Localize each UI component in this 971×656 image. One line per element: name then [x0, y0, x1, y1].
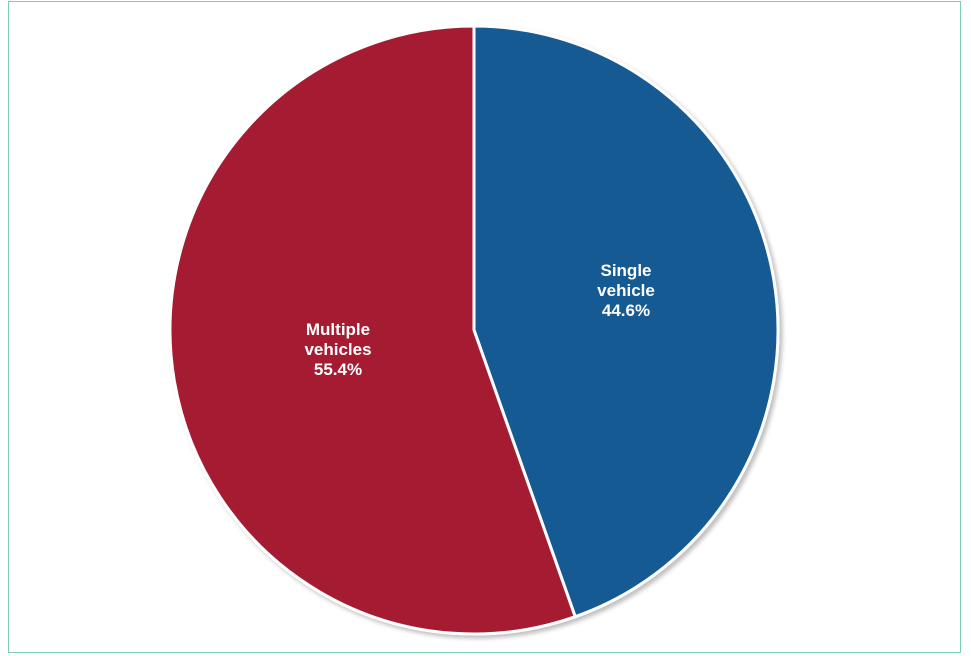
- pie-slice-single-vehicle: [472, 24, 780, 619]
- slice-label-single-line2: vehicle: [597, 281, 655, 300]
- slice-label-multiple-vehicles: Multiple vehicles 55.4%: [268, 320, 408, 380]
- slice-label-single-line1: Single: [600, 261, 652, 280]
- slice-label-multiple-line1: Multiple: [305, 320, 371, 339]
- slice-value-single: 44.6%: [601, 301, 651, 320]
- slice-value-multiple: 55.4%: [313, 360, 363, 379]
- slice-label-multiple-line2: vehicles: [304, 340, 372, 359]
- slice-label-single-vehicle: Single vehicle 44.6%: [556, 261, 696, 321]
- pie-slice-multiple-vehicles: [168, 24, 577, 636]
